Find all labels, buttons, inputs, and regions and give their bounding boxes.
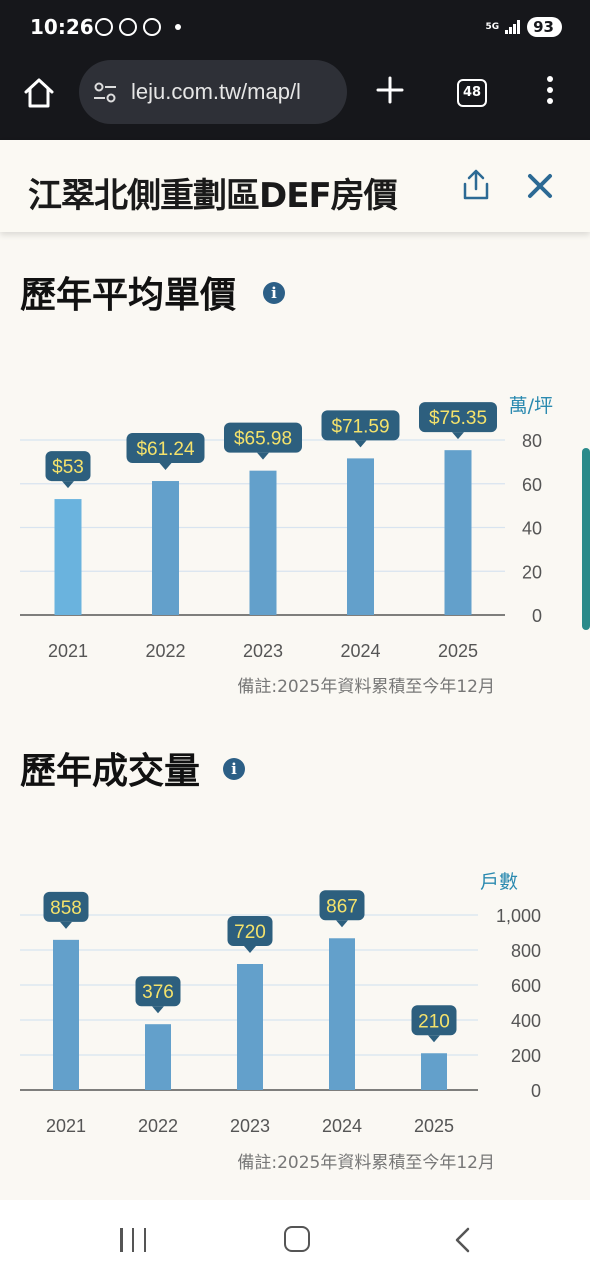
x-tick-label: 2021 bbox=[48, 641, 88, 661]
data-label: 720 bbox=[234, 922, 266, 943]
network-type: 5G bbox=[485, 21, 500, 32]
data-label-box bbox=[411, 1005, 457, 1036]
price-info-icon[interactable]: i bbox=[263, 282, 285, 304]
x-tick-label: 2024 bbox=[340, 641, 380, 661]
y-tick-label: 20 bbox=[522, 562, 542, 582]
tab-switcher-button[interactable]: 48 bbox=[457, 79, 487, 107]
data-label-box bbox=[45, 451, 91, 482]
data-label: 867 bbox=[326, 896, 358, 917]
y-tick-label: 200 bbox=[511, 1046, 541, 1066]
y-tick-label: 800 bbox=[511, 941, 541, 961]
x-tick-label: 2021 bbox=[46, 1116, 86, 1136]
x-tick-label: 2024 bbox=[322, 1116, 362, 1136]
close-icon[interactable] bbox=[524, 170, 556, 202]
bar[interactable] bbox=[249, 470, 277, 615]
y-tick-label: 600 bbox=[511, 976, 541, 996]
y-tick-label: 0 bbox=[531, 1081, 541, 1101]
data-label-pointer bbox=[428, 1035, 440, 1043]
data-label-box bbox=[43, 891, 89, 922]
x-tick-label: 2023 bbox=[243, 641, 283, 661]
y-tick-label: 0 bbox=[532, 606, 542, 626]
y-tick-label: 1,000 bbox=[496, 906, 541, 926]
y-tick-label: 60 bbox=[522, 475, 542, 495]
page-header: 江翠北側重劃區DEF房價 bbox=[0, 140, 590, 232]
browser-toolbar: leju.com.tw/map/l 48 bbox=[0, 58, 590, 140]
x-tick-label: 2023 bbox=[230, 1116, 270, 1136]
y-tick-label: 40 bbox=[522, 519, 542, 539]
bar[interactable] bbox=[237, 964, 263, 1090]
x-tick-label: 2022 bbox=[145, 641, 185, 661]
data-label-pointer bbox=[62, 481, 74, 489]
status-bar: 10:26 5G 93 bbox=[0, 0, 590, 58]
data-label-pointer bbox=[452, 432, 464, 440]
data-label: $53 bbox=[52, 457, 84, 478]
alarm-notification-icon bbox=[143, 18, 161, 36]
bar[interactable] bbox=[444, 450, 472, 615]
data-label-box bbox=[227, 916, 273, 946]
page-title: 江翠北側重劃區DEF房價 bbox=[28, 176, 398, 216]
y-tick-label: 80 bbox=[522, 431, 542, 451]
price-note: 備註:2025年資料累積至今年12月 bbox=[237, 677, 495, 697]
data-label-box bbox=[419, 402, 497, 433]
data-label: $65.98 bbox=[234, 429, 292, 450]
data-label-box bbox=[135, 976, 181, 1007]
x-tick-label: 2022 bbox=[138, 1116, 178, 1136]
home-nav-icon[interactable] bbox=[284, 1226, 310, 1252]
app-notification-icon bbox=[119, 18, 137, 36]
y-axis-unit-label: 萬/坪 bbox=[509, 395, 553, 417]
new-tab-icon[interactable] bbox=[374, 74, 406, 106]
volume-note: 備註:2025年資料累積至今年12月 bbox=[237, 1153, 495, 1173]
url-text[interactable]: leju.com.tw/map/l bbox=[131, 79, 301, 104]
volume-chart: 0 200 400 600 800 1,000 戶數 858 2021 376 2022 720 202… bbox=[20, 871, 541, 1136]
data-label-pointer bbox=[152, 1006, 164, 1014]
volume-info-icon[interactable]: i bbox=[223, 758, 245, 780]
signal-icon bbox=[505, 20, 521, 34]
price-section-title: 歷年平均單價 bbox=[20, 275, 237, 316]
chrome-notification-icon bbox=[95, 18, 113, 36]
bar[interactable] bbox=[145, 1024, 171, 1090]
site-settings-icon[interactable] bbox=[93, 82, 117, 104]
data-label-box bbox=[319, 890, 365, 921]
status-right: 5G 93 bbox=[485, 17, 562, 37]
scrollbar[interactable] bbox=[582, 448, 590, 630]
more-menu-icon[interactable] bbox=[540, 76, 560, 110]
home-icon[interactable] bbox=[22, 76, 56, 110]
data-label: 376 bbox=[142, 982, 174, 1003]
bar[interactable] bbox=[421, 1053, 447, 1090]
data-label-pointer bbox=[244, 946, 256, 953]
data-label-box bbox=[126, 433, 205, 464]
volume-section-title: 歷年成交量 bbox=[20, 751, 201, 792]
system-nav-bar bbox=[0, 1200, 590, 1280]
data-label: $61.24 bbox=[136, 439, 195, 460]
price-chart: 0 20 40 60 80 萬/坪 $53 2021 $61.24 2022 $65.98 2023 $… bbox=[20, 395, 553, 661]
bar[interactable] bbox=[347, 458, 374, 615]
x-tick-label: 2025 bbox=[438, 641, 478, 661]
data-label-pointer bbox=[257, 452, 269, 460]
url-bar[interactable]: leju.com.tw/map/l bbox=[79, 60, 347, 124]
bar[interactable] bbox=[53, 939, 79, 1090]
y-tick-label: 400 bbox=[511, 1011, 541, 1031]
notification-icons bbox=[95, 18, 181, 36]
share-icon[interactable] bbox=[460, 168, 492, 202]
data-label: 210 bbox=[418, 1011, 450, 1032]
more-notifications-dot-icon bbox=[175, 24, 181, 30]
data-label: $71.59 bbox=[331, 416, 389, 437]
data-label-pointer bbox=[336, 920, 348, 928]
data-label-pointer bbox=[354, 440, 367, 448]
data-label-pointer bbox=[159, 463, 172, 471]
bar[interactable] bbox=[54, 499, 82, 615]
data-label-pointer bbox=[60, 921, 72, 929]
x-tick-label: 2025 bbox=[414, 1116, 454, 1136]
bar[interactable] bbox=[329, 938, 355, 1090]
data-label-box bbox=[224, 422, 302, 453]
data-label: $75.35 bbox=[429, 408, 487, 429]
data-label: 858 bbox=[50, 898, 82, 919]
y-axis-unit-label: 戶數 bbox=[480, 871, 518, 893]
battery-level: 93 bbox=[527, 17, 562, 37]
data-label-box bbox=[321, 410, 400, 441]
recent-apps-icon[interactable] bbox=[120, 1228, 146, 1252]
back-icon[interactable] bbox=[450, 1226, 476, 1254]
bar[interactable] bbox=[152, 481, 179, 615]
status-time: 10:26 bbox=[30, 15, 94, 39]
